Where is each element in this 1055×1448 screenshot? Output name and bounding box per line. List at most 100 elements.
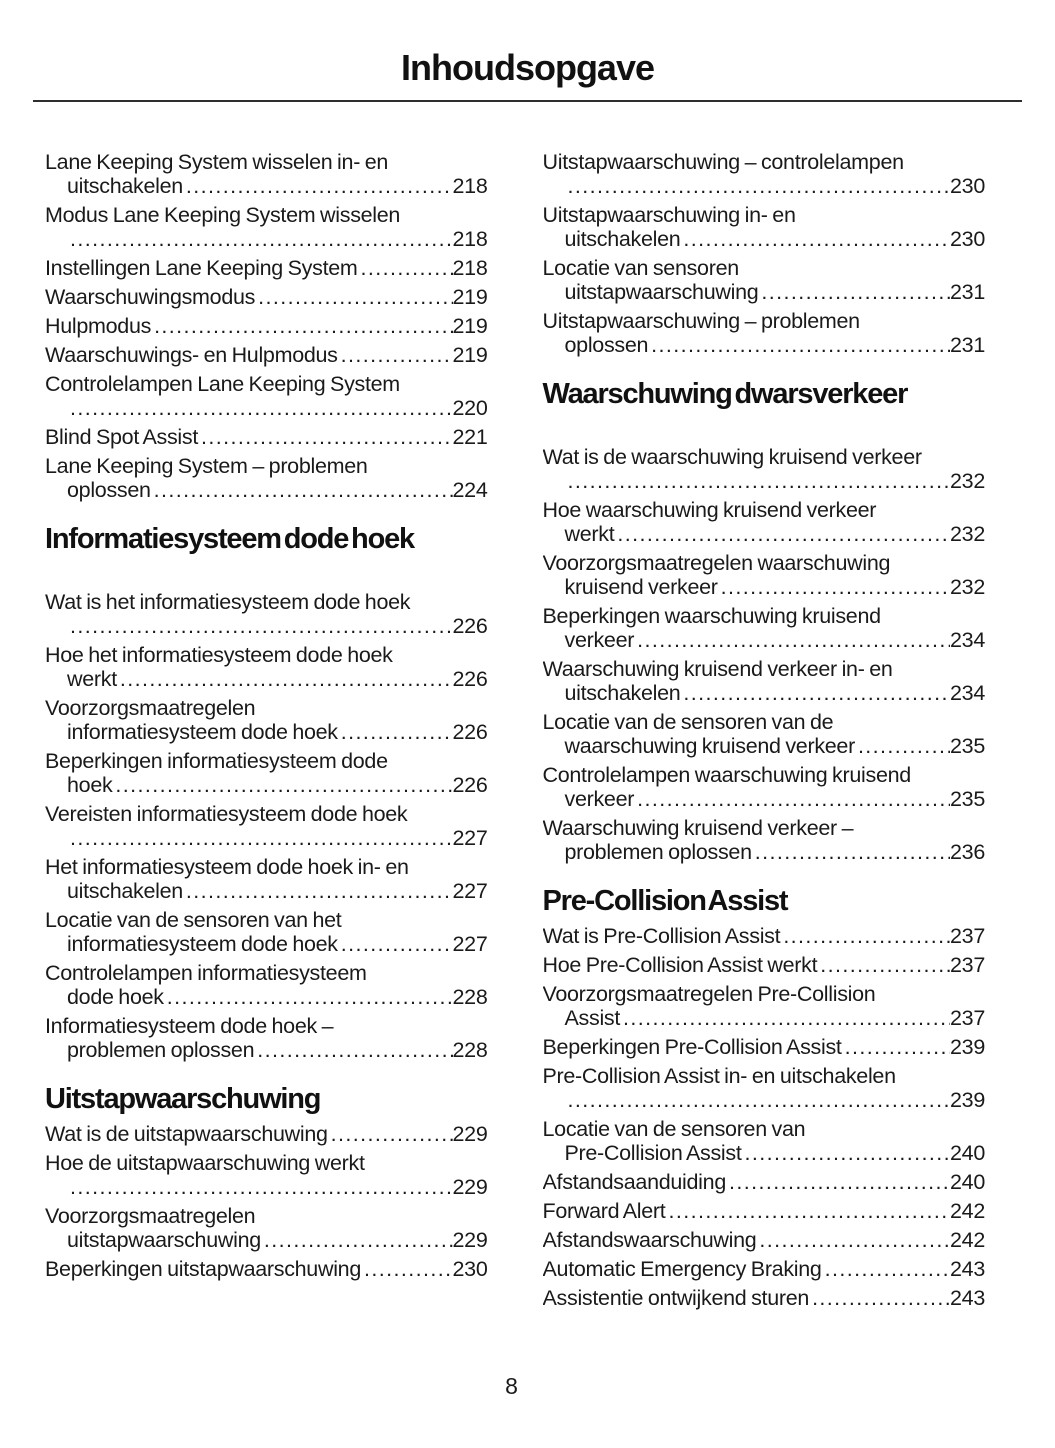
toc-entry[interactable]: Waarschuwings- en Hulpmodus 219 bbox=[45, 343, 488, 367]
toc-entry-line: 218 bbox=[45, 227, 488, 251]
page-number-ref: 220 bbox=[452, 396, 488, 420]
toc-entry[interactable]: Het informatiesysteem dode hoek in- en ui… bbox=[45, 855, 488, 903]
toc-entry[interactable]: Voorzorgsmaatregelen informatiesysteem do… bbox=[45, 696, 488, 744]
dot-leader bbox=[651, 333, 950, 357]
toc-entry[interactable]: Afstandswaarschuwing 242 bbox=[543, 1228, 986, 1252]
toc-entry-text: Locatie van de sensoren van bbox=[542, 1116, 806, 1141]
toc-entry[interactable]: Hulpmodus 219 bbox=[45, 314, 488, 338]
dot-leader bbox=[341, 720, 453, 744]
toc-entry[interactable]: Assistentie ontwijkend sturen 243 bbox=[543, 1286, 986, 1310]
toc-entry-text: Hulpmodus bbox=[45, 314, 152, 338]
toc-entry-text: kruisend verkeer bbox=[564, 574, 718, 599]
toc-entry-text: Forward Alert bbox=[542, 1198, 666, 1223]
toc-entry[interactable]: Instellingen Lane Keeping System 218 bbox=[45, 256, 488, 280]
toc-entry[interactable]: Waarschuwing kruisend verkeer – problemen… bbox=[543, 816, 986, 864]
toc-entry-text: Hoe Pre-Collision Assist werkt bbox=[542, 952, 818, 977]
toc-entry[interactable]: Beperkingen uitstapwaarschuwing 230 bbox=[45, 1257, 488, 1281]
toc-entry[interactable]: Uitstapwaarschuwing – controlelampen 230 bbox=[543, 150, 986, 198]
toc-entry[interactable]: Wat is de waarschuwing kruisend verkeer 2… bbox=[543, 445, 986, 493]
toc-entry-text: Wat is het informatiesysteem dode hoek bbox=[45, 589, 411, 614]
page-number-ref: 230 bbox=[950, 227, 985, 251]
page-number-ref: 226 bbox=[452, 666, 488, 691]
dot-leader bbox=[825, 1257, 950, 1281]
toc-entry[interactable]: Lane Keeping System wisselen in- en uitsc… bbox=[45, 150, 488, 198]
toc-entry[interactable]: Waarschuwingsmodus 219 bbox=[45, 285, 488, 309]
page-number-ref: 219 bbox=[452, 314, 488, 338]
toc-entry[interactable]: Controlelampen informatiesysteem dode hoe… bbox=[45, 961, 488, 1009]
toc-entry-line: kruisend verkeer 232 bbox=[543, 575, 986, 599]
toc-entry-line: werkt 232 bbox=[543, 522, 986, 546]
page-number-ref: 243 bbox=[950, 1285, 985, 1310]
toc-entry[interactable]: Wat is het informatiesysteem dode hoek 22… bbox=[45, 590, 488, 638]
toc-entry-text: waarschuwing kruisend verkeer bbox=[564, 733, 856, 758]
toc-entry-line: Waarschuwings- en Hulpmodus 219 bbox=[45, 343, 488, 367]
toc-entry-line: Waarschuwingsmodus 219 bbox=[45, 285, 488, 309]
dot-leader bbox=[858, 734, 950, 758]
toc-entry[interactable]: Wat is de uitstapwaarschuwing 229 bbox=[45, 1122, 488, 1146]
dot-leader bbox=[623, 1006, 950, 1030]
toc-entry-text: Assistentie ontwijkend sturen bbox=[542, 1285, 810, 1310]
toc-entry[interactable]: Afstandsaanduiding 240 bbox=[543, 1170, 986, 1194]
dot-leader bbox=[120, 667, 453, 691]
toc-entry-line: Lane Keeping System wisselen in- en bbox=[45, 150, 488, 174]
toc-entry[interactable]: Locatie van de sensoren van Pre-Collision… bbox=[543, 1117, 986, 1165]
toc-entry[interactable]: Wat is Pre-Collision Assist 237 bbox=[543, 924, 986, 948]
toc-entry[interactable]: Modus Lane Keeping System wisselen 218 bbox=[45, 203, 488, 251]
toc-entry[interactable]: Waarschuwing kruisend verkeer in- en uits… bbox=[543, 657, 986, 705]
toc-entry-line: Afstandswaarschuwing 242 bbox=[543, 1228, 986, 1252]
page-number-ref: 232 bbox=[950, 468, 985, 493]
toc-entry-text: Controlelampen informatiesysteem bbox=[45, 960, 367, 985]
toc-entry[interactable]: Locatie van de sensoren van het informati… bbox=[45, 908, 488, 956]
toc-entry[interactable]: Beperkingen waarschuwing kruisend verkeer… bbox=[543, 604, 986, 652]
toc-entry-text: Lane Keeping System – problemen bbox=[45, 454, 368, 478]
toc-entry-line: Locatie van sensoren bbox=[543, 256, 986, 280]
dot-leader bbox=[637, 628, 950, 652]
toc-entry[interactable]: Hoe Pre-Collision Assist werkt 237 bbox=[543, 953, 986, 977]
toc-entry[interactable]: Controlelampen waarschuwing kruisend verk… bbox=[543, 763, 986, 811]
dot-leader bbox=[341, 343, 453, 367]
toc-entry[interactable]: Beperkingen Pre-Collision Assist 239 bbox=[543, 1035, 986, 1059]
page-number-ref: 228 bbox=[452, 1037, 488, 1062]
toc-entry-text: Informatiesysteem dode hoek – bbox=[45, 1013, 334, 1038]
toc-entry-line: Locatie van de sensoren van de bbox=[543, 710, 986, 734]
page-number-ref: 229 bbox=[452, 1227, 488, 1252]
toc-entry-line: Beperkingen Pre-Collision Assist 239 bbox=[543, 1035, 986, 1059]
dot-leader bbox=[364, 1257, 453, 1281]
dot-leader bbox=[331, 1122, 453, 1146]
toc-entry[interactable]: Hoe het informatiesysteem dode hoek werkt… bbox=[45, 643, 488, 691]
toc-entry-text: uitstapwaarschuwing bbox=[67, 1227, 261, 1252]
toc-entry[interactable]: Locatie van de sensoren van de waarschuwi… bbox=[543, 710, 986, 758]
toc-entry[interactable]: Informatiesysteem dode hoek – problemen o… bbox=[45, 1014, 488, 1062]
toc-entry[interactable]: Automatic Emergency Braking 243 bbox=[543, 1257, 986, 1281]
toc-entry[interactable]: Hoe de uitstapwaarschuwing werkt 229 bbox=[45, 1151, 488, 1199]
page-number-ref: 218 bbox=[452, 227, 488, 251]
toc-entry-line: Hoe het informatiesysteem dode hoek bbox=[45, 643, 488, 667]
toc-entry-line: Informatiesysteem dode hoek – bbox=[45, 1014, 488, 1038]
toc-entry[interactable]: Blind Spot Assist 221 bbox=[45, 425, 488, 449]
toc-entry[interactable]: Controlelampen Lane Keeping System 220 bbox=[45, 372, 488, 420]
toc-entry[interactable]: Forward Alert 242 bbox=[543, 1199, 986, 1223]
toc-entry[interactable]: Pre-Collision Assist in- en uitschakelen… bbox=[543, 1064, 986, 1112]
toc-entry-line: Controlelampen informatiesysteem bbox=[45, 961, 488, 985]
page-number-ref: 236 bbox=[950, 839, 985, 864]
toc-entry-line: 227 bbox=[45, 826, 488, 850]
toc-entry-line: Beperkingen waarschuwing kruisend bbox=[543, 604, 986, 628]
toc-entry[interactable]: Voorzorgsmaatregelen Pre-Collision Assist… bbox=[543, 982, 986, 1030]
toc-entry-line: 232 bbox=[543, 468, 985, 493]
toc-entry-line: 226 bbox=[45, 614, 488, 638]
page-number-ref: 235 bbox=[950, 733, 985, 758]
page-number-ref: 237 bbox=[950, 952, 985, 977]
page-number-ref: 240 bbox=[950, 1169, 985, 1194]
toc-entry[interactable]: Voorzorgsmaatregelen waarschuwing kruisen… bbox=[543, 551, 986, 599]
toc-entry[interactable]: Vereisten informatiesysteem dode hoek 227 bbox=[45, 802, 488, 850]
dot-leader bbox=[683, 681, 950, 705]
toc-entry-line: Voorzorgsmaatregelen waarschuwing bbox=[543, 551, 986, 575]
dot-leader bbox=[755, 840, 950, 864]
